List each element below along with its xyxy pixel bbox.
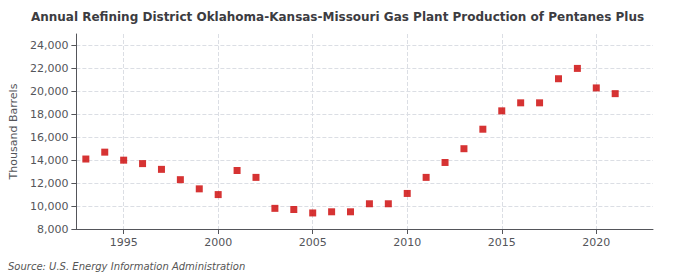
svg-text:2020: 2020: [582, 236, 610, 249]
svg-text:8,000: 8,000: [37, 223, 69, 236]
svg-text:2010: 2010: [393, 236, 421, 249]
svg-text:Annual Refining District Oklah: Annual Refining District Oklahoma-Kansas…: [31, 10, 644, 24]
svg-text:2005: 2005: [299, 236, 327, 249]
svg-text:1995: 1995: [110, 236, 138, 249]
svg-text:22,000: 22,000: [30, 62, 69, 75]
svg-text:2015: 2015: [488, 236, 516, 249]
svg-text:10,000: 10,000: [30, 200, 69, 213]
svg-text:2000: 2000: [204, 236, 232, 249]
svg-text:18,000: 18,000: [30, 108, 69, 121]
svg-text:12,000: 12,000: [30, 177, 69, 190]
svg-text:Source: U.S. Energy Informatio: Source: U.S. Energy Information Administ…: [8, 261, 245, 272]
svg-text:Thousand Barrels: Thousand Barrels: [7, 83, 20, 180]
svg-text:14,000: 14,000: [30, 154, 69, 167]
svg-text:16,000: 16,000: [30, 131, 69, 144]
svg-text:20,000: 20,000: [30, 85, 69, 98]
svg-text:24,000: 24,000: [30, 39, 69, 52]
